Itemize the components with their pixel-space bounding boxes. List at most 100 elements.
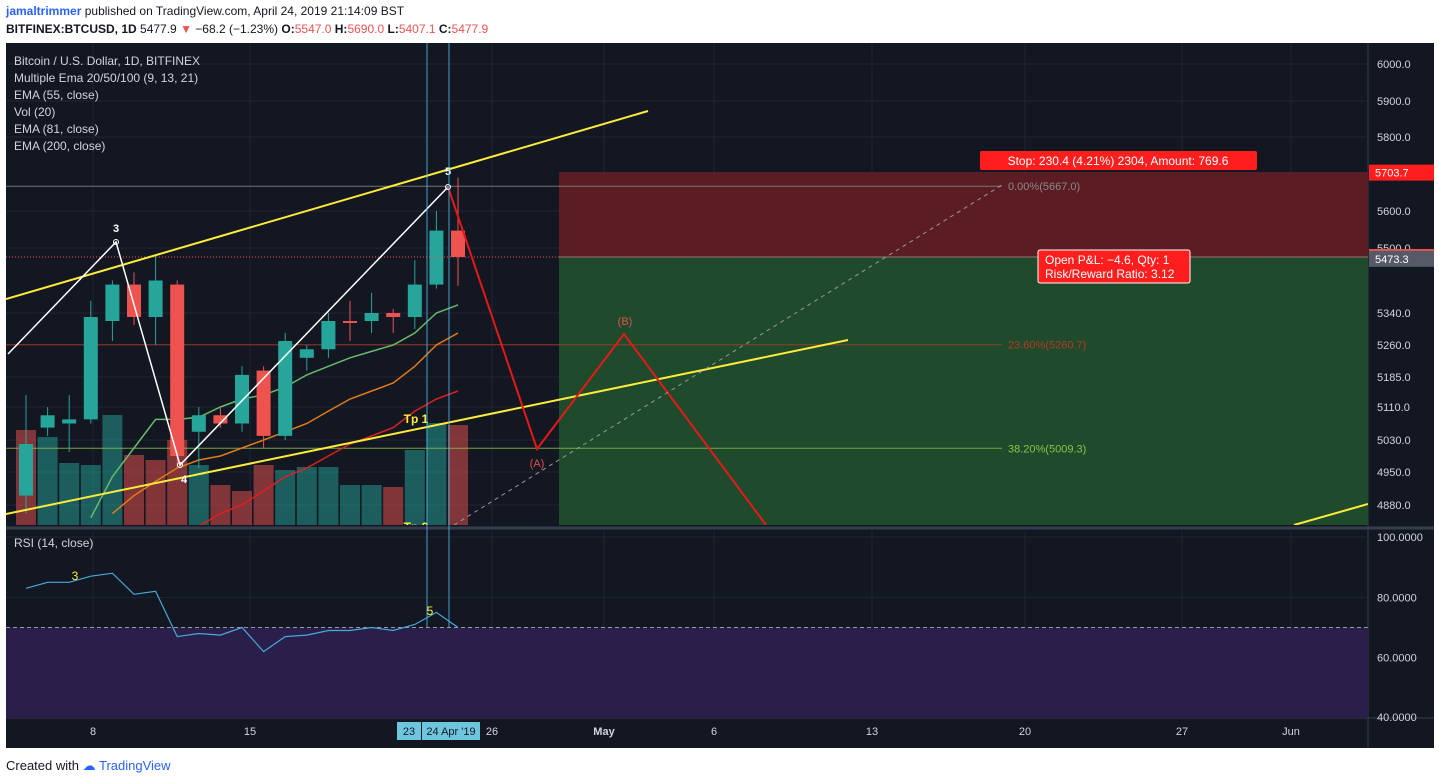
high-value: 5690.0 [347, 22, 385, 36]
close-value: 5477.9 [451, 22, 489, 36]
price-tick-label: 5340.0 [1377, 308, 1411, 320]
volume-bar [232, 491, 252, 525]
volume-bar [167, 440, 188, 525]
candle-body [235, 374, 249, 424]
low-value: 5407.1 [398, 22, 436, 36]
chart-container[interactable]: 0.00%(5667.0) 23.60%(5260.7) 38.20%(5009.3… [6, 43, 1434, 748]
time-tick-label: 20 [1019, 726, 1031, 738]
time-tick-label: 6 [711, 726, 717, 738]
pnl-label-box[interactable] [1037, 249, 1191, 284]
tradingview-brand[interactable]: TradingView [99, 758, 171, 773]
time-highlight-box [397, 722, 421, 740]
price-tick-label: 5800.0 [1377, 132, 1411, 144]
volume-bar [253, 465, 274, 525]
main-plot: 0.00%(5667.0) 23.60%(5260.7) 38.20%(5009.3… [6, 110, 1368, 534]
wave-5-point [445, 184, 451, 190]
rsi-legend[interactable]: RSI (14, close) [14, 536, 93, 550]
legend-ema-200[interactable]: EMA (200, close) [14, 139, 105, 153]
volume-bar [210, 485, 231, 525]
tp2-label: Tp 2 [404, 520, 429, 534]
price-tick-label: 5030.0 [1377, 435, 1411, 447]
candle-body [429, 230, 444, 285]
ema-line [90, 304, 459, 519]
legend-vol[interactable]: Vol (20) [14, 105, 55, 119]
candle-body [40, 415, 55, 428]
price-tick-label: 4880.0 [1377, 500, 1411, 512]
wave-4-point [177, 462, 183, 468]
chart-svg[interactable]: 0.00%(5667.0) 23.60%(5260.7) 38.20%(5009.3… [6, 43, 1434, 748]
tradingview-logo-icon[interactable]: ☁ [82, 758, 96, 773]
high-label: H: [334, 22, 348, 36]
low-label: L: [387, 22, 399, 36]
rsi-plot: 3 5 [6, 569, 1368, 718]
symbol-quote: BITFINEX:BTCUSD, 1D 5477.9 ▼ −68.2 (−1.2… [6, 22, 488, 36]
time-axis[interactable]: 8 15 23 24 Apr '19 26 May 6 13 20 27 Jun [90, 722, 1300, 740]
volume-bar [404, 450, 425, 525]
candle-body [343, 321, 357, 323]
legend-ema-55[interactable]: EMA (55, close) [14, 88, 99, 102]
stop-label: Stop: 230.4 (4.21%) 2304, Amount: 769.6 [1008, 154, 1229, 168]
rsi-band [6, 627, 1368, 718]
wave-5-label: 5 [445, 166, 451, 178]
fib-level-label: 38.20%(5009.3) [1008, 443, 1086, 455]
rsi-tick-label: 60.0000 [1377, 653, 1417, 665]
time-tick-label: May [593, 726, 615, 738]
volume-bar [188, 465, 209, 525]
indicator-legend: Bitcoin / U.S. Dollar, 1D, BITFINEX Mult… [14, 54, 200, 153]
volume-bar [426, 423, 447, 525]
volume-bar [340, 485, 360, 525]
symbol: BITFINEX:BTCUSD, 1D [6, 22, 137, 36]
wave-a-label: (A) [530, 458, 545, 470]
price-axis[interactable]: 6000.05900.05800.05600.05500.05340.05260… [1369, 59, 1434, 512]
candle-body [19, 444, 33, 496]
wave-b-label: (B) [618, 316, 633, 328]
volume-bar [275, 470, 296, 525]
created-with-text: Created with [6, 758, 79, 773]
candle-body [299, 349, 314, 358]
volume-bar [37, 437, 58, 525]
abc-correction-line[interactable] [447, 186, 767, 525]
price-tick-label: 4950.0 [1377, 467, 1411, 479]
candles [19, 177, 465, 514]
candle-body [191, 415, 206, 432]
channel-upper-line[interactable] [6, 110, 649, 300]
volume-bar [318, 467, 339, 525]
time-tick-label: Jun [1282, 726, 1300, 738]
rsi-tick-label: 80.0000 [1377, 592, 1417, 604]
open-label: O: [281, 22, 295, 36]
legend-symbol[interactable]: Bitcoin / U.S. Dollar, 1D, BITFINEX [14, 54, 200, 68]
risk-reward-label: Risk/Reward Ratio: 3.12 [1045, 267, 1175, 281]
ema-line [199, 390, 459, 525]
rsi-line [25, 572, 459, 653]
rsi-axis[interactable]: 100.0000 80.0000 60.0000 40.0000 [1377, 532, 1423, 724]
tp1-label: Tp 1 [404, 412, 429, 426]
price-tick-label: 5110.0 [1377, 402, 1410, 414]
candle-body [364, 313, 379, 321]
price-tick-label: 5185.0 [1377, 372, 1411, 384]
volume-bar [145, 460, 166, 525]
trend-line-right[interactable] [1293, 503, 1368, 525]
wave-count-line[interactable] [7, 186, 449, 467]
legend-ema-81[interactable]: EMA (81, close) [14, 122, 99, 136]
price-tick-label: 5600.0 [1377, 206, 1411, 218]
price-tick-label: 6000.0 [1377, 59, 1411, 71]
time-tick-label: 27 [1176, 726, 1188, 738]
rsi-wave-5-label: 5 [427, 604, 434, 618]
legend-multi-ema[interactable]: Multiple Ema 20/50/100 (9, 13, 21) [14, 71, 198, 85]
price-label: 5473.3 [1375, 254, 1409, 266]
candle-body [83, 317, 98, 420]
candle-body [278, 341, 293, 436]
author-link[interactable]: jamaltrimmer [6, 4, 82, 18]
wave-3-label: 3 [113, 223, 119, 235]
candle-body [407, 284, 422, 317]
fib-trend-line[interactable] [453, 184, 1003, 525]
stop-label-box[interactable] [980, 151, 1257, 170]
candle-body [170, 284, 185, 456]
volume-bar [361, 485, 382, 525]
fib-level-label: 0.00%(5667.0) [1008, 181, 1080, 193]
time-highlight-box [422, 722, 480, 740]
candle-body [148, 280, 163, 317]
volume-bar [448, 425, 468, 525]
volume-bar [102, 415, 123, 525]
rsi-tick-label: 40.0000 [1377, 712, 1417, 724]
